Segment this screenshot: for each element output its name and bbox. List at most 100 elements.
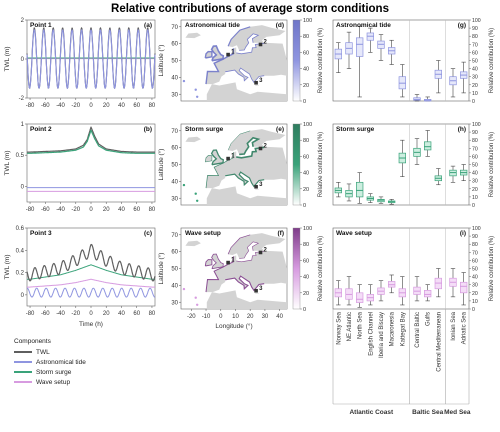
colorbar-tick-label: 60 bbox=[303, 258, 309, 264]
lat-tick-label: 60 bbox=[171, 42, 178, 48]
coastline-contribution bbox=[227, 234, 251, 255]
coastline-contribution bbox=[225, 275, 265, 292]
panel-letter: (i) bbox=[460, 230, 466, 237]
colorbar-tick-label: 20 bbox=[303, 187, 309, 193]
panel-letter: (c) bbox=[144, 230, 152, 237]
y-axis-label: TWL (m) bbox=[4, 254, 11, 279]
y-tick-label: 0.2 bbox=[16, 271, 25, 277]
colorbar-tick-label: 100 bbox=[303, 226, 312, 232]
box bbox=[356, 292, 364, 303]
colorbar-tick-label: 0 bbox=[303, 203, 306, 209]
y-tick-label: 40 bbox=[472, 275, 478, 281]
x-tick-label: 60 bbox=[133, 311, 140, 317]
colorbar-label: Relative contribution (%) bbox=[318, 236, 324, 301]
x-tick-label: -20 bbox=[71, 103, 80, 109]
lat-tick-label: 70 bbox=[171, 25, 178, 31]
category-label: Gulfs bbox=[426, 312, 432, 326]
lat-tick-label: 70 bbox=[171, 129, 178, 135]
coastline-contribution bbox=[236, 146, 265, 159]
coastline-contribution bbox=[205, 256, 234, 293]
station-marker bbox=[254, 184, 258, 189]
box bbox=[460, 281, 468, 294]
colorbar bbox=[292, 123, 301, 206]
station-label: 1 bbox=[231, 50, 235, 56]
station-marker bbox=[258, 42, 263, 47]
station-label: 1 bbox=[231, 258, 235, 264]
twl-line bbox=[26, 243, 156, 282]
panel-title: Point 1 bbox=[30, 22, 52, 29]
coastline-contribution bbox=[211, 253, 224, 270]
box bbox=[356, 37, 364, 57]
x-tick-label: -80 bbox=[26, 311, 35, 317]
lat-tick-label: 40 bbox=[171, 283, 178, 289]
island-dot bbox=[194, 296, 197, 299]
coastline-contribution bbox=[239, 33, 260, 51]
panel-letter: (f) bbox=[278, 230, 285, 237]
legend-title: Components bbox=[14, 338, 52, 345]
x-tick-label: -80 bbox=[26, 207, 35, 213]
y-axis-label: TWL (m) bbox=[4, 150, 11, 175]
box bbox=[424, 290, 432, 298]
coastline-contribution bbox=[210, 149, 224, 166]
y-tick-label: 0.4 bbox=[16, 248, 25, 254]
category-label: Iberia and Biscay bbox=[379, 312, 385, 358]
colorbar-tick-label: 60 bbox=[303, 154, 309, 160]
lat-tick-label: 40 bbox=[171, 75, 178, 81]
boxplot-frame bbox=[332, 123, 470, 206]
island-dot bbox=[194, 88, 197, 91]
panel-title: Storm surge bbox=[185, 126, 224, 133]
station-marker bbox=[254, 288, 258, 293]
y-axis-label: TWL (m) bbox=[4, 46, 11, 71]
y-tick-label: 50 bbox=[472, 59, 478, 65]
y-tick-label: 100 bbox=[472, 18, 481, 24]
panel-letter: (d) bbox=[276, 22, 284, 29]
category-label: Central Mediterranean bbox=[436, 312, 442, 372]
y-tick-label: 70 bbox=[472, 42, 478, 48]
y-tick-label: 60 bbox=[472, 258, 478, 264]
station-label: 3 bbox=[259, 78, 263, 84]
x-tick-label: 0 bbox=[89, 103, 93, 109]
panel-title: Point 2 bbox=[30, 126, 52, 133]
timeseries-frame bbox=[26, 227, 156, 307]
lat-tick-label: 60 bbox=[171, 250, 178, 256]
x-tick-label: -40 bbox=[56, 207, 65, 213]
x-tick-label: 80 bbox=[149, 207, 156, 213]
lat-tick-label: 50 bbox=[171, 267, 178, 273]
y-tick-label: 30 bbox=[472, 179, 478, 185]
lat-tick-label: 40 bbox=[171, 179, 178, 185]
y-tick-label: 10 bbox=[472, 195, 478, 201]
lat-tick-label: 30 bbox=[171, 196, 178, 202]
category-label: North Sea bbox=[358, 311, 364, 339]
astronomical-tide-line bbox=[26, 29, 156, 89]
y-tick-label: 70 bbox=[472, 250, 478, 256]
station-marker bbox=[254, 80, 258, 85]
station-marker bbox=[226, 260, 230, 265]
y-tick-label: 0.5 bbox=[16, 153, 25, 159]
y-tick-label: 90 bbox=[472, 234, 478, 240]
panel-title: Astronomical tide bbox=[185, 22, 240, 29]
coastline-contribution bbox=[204, 259, 213, 267]
x-tick-label: -60 bbox=[41, 311, 50, 317]
category-label: Norway Sea bbox=[336, 311, 342, 344]
map-land-group bbox=[185, 233, 287, 309]
y-axis-label: Relative contribution (%) bbox=[489, 28, 495, 93]
x-tick-label: 60 bbox=[133, 207, 140, 213]
colorbar-tick-label: 0 bbox=[303, 307, 306, 313]
coastline-contribution bbox=[236, 251, 265, 263]
box bbox=[356, 181, 364, 198]
y-tick-label: 100 bbox=[472, 226, 481, 232]
x-tick-label: 40 bbox=[118, 103, 125, 109]
y-tick-label: 1 bbox=[21, 122, 25, 128]
station-label: 2 bbox=[264, 39, 268, 45]
y-axis-label: Latitude (°) bbox=[157, 253, 165, 285]
panel-title: Wave setup bbox=[336, 230, 372, 237]
x-tick-label: 20 bbox=[103, 311, 110, 317]
panel-title: Astronomical tide bbox=[336, 22, 391, 29]
coastline-contribution bbox=[225, 67, 265, 84]
y-tick-label: 80 bbox=[472, 242, 478, 248]
colorbar bbox=[292, 19, 301, 102]
colorbar-tick-label: 60 bbox=[303, 50, 309, 56]
group-label: Atlantic Coast bbox=[349, 409, 394, 416]
land-shape bbox=[206, 290, 287, 309]
